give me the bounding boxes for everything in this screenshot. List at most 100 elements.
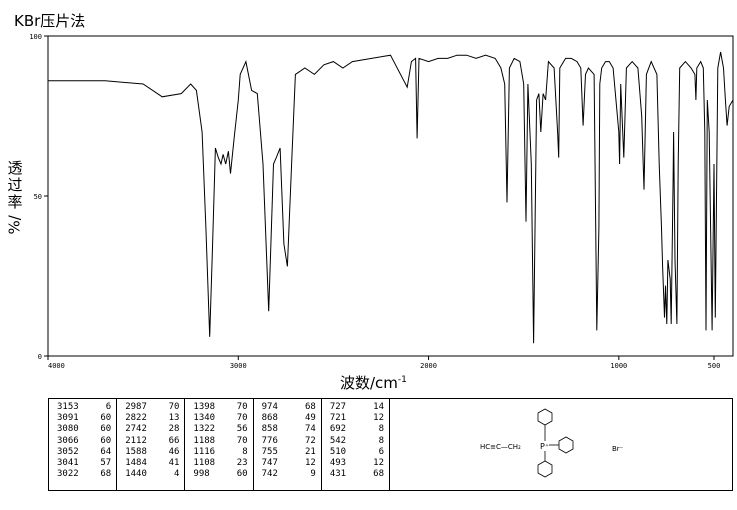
peak-transmittance: 46	[168, 446, 180, 457]
peak-wavenumber: 2987	[125, 402, 147, 412]
peak-transmittance: 41	[168, 458, 180, 469]
peak-column: 727 14 721 12 692 8 542 8 510 6 493 12 431 68	[322, 399, 389, 490]
peak-row: 1484 41	[117, 458, 184, 469]
peak-wavenumber: 3041	[57, 458, 79, 469]
peak-table: 3153 6 3091 60 3080 60 3066 60 3052 64 3041 57 3022 6…	[48, 398, 390, 491]
peak-wavenumber: 755	[261, 446, 278, 457]
plot-frame	[47, 35, 734, 357]
peak-row: 542 8	[322, 436, 389, 447]
peak-row: 1188 70	[185, 436, 252, 447]
peak-transmittance: 23	[236, 458, 248, 469]
peak-wavenumber: 998	[193, 469, 210, 480]
peak-transmittance: 70	[236, 402, 248, 412]
peak-row: 692 8	[322, 424, 389, 435]
peak-row: 3153 6	[49, 402, 116, 413]
peak-wavenumber: 2822	[125, 413, 147, 424]
peak-wavenumber: 493	[329, 458, 347, 469]
chart-title: KBr压片法	[14, 12, 86, 30]
peak-wavenumber: 1108	[193, 458, 216, 469]
y-label-char-3: 率	[7, 193, 23, 211]
peak-wavenumber: 1188	[193, 435, 216, 446]
phenyl-ring-top	[537, 408, 553, 441]
peak-transmittance: 68	[100, 469, 112, 480]
phosphonium-label: P⁺	[540, 442, 549, 451]
structure-panel: HC≡C—CH₂ P⁺ Br⁻	[390, 398, 733, 491]
peak-transmittance: 6	[378, 446, 385, 457]
y-label-unit: %/	[5, 215, 24, 235]
peak-row: 868 49	[254, 413, 321, 424]
peak-transmittance: 72	[304, 435, 316, 446]
y-label-char-1: 透	[7, 159, 23, 177]
peak-wavenumber: 974	[261, 402, 278, 412]
peak-transmittance: 8	[242, 446, 248, 457]
peak-transmittance: 28	[168, 424, 180, 435]
peak-wavenumber: 3080	[57, 424, 79, 435]
peak-row: 2822 13	[117, 413, 184, 424]
ir-spectrum-chart: 4000 3000 2000 1000 500 0 50 100	[29, 33, 734, 370]
peak-row: 1322 56	[185, 424, 252, 435]
y-label-char-2: 过	[7, 176, 23, 194]
y-tick-label: 100	[29, 33, 42, 41]
peak-row: 721 12	[322, 413, 389, 424]
peak-wavenumber: 431	[329, 469, 347, 480]
transmittance-line	[48, 51, 734, 344]
peak-wavenumber: 3066	[57, 435, 79, 446]
peak-wavenumber: 3091	[57, 413, 79, 424]
peak-transmittance: 4	[173, 469, 180, 480]
y-tick-label: 50	[34, 193, 42, 201]
peak-wavenumber: 1322	[193, 424, 216, 435]
axis-ticks: 4000 3000 2000 1000 500 0 50 100	[29, 33, 720, 370]
peak-transmittance: 74	[304, 424, 316, 435]
propargyl-group-label: HC≡C—CH₂	[480, 443, 521, 451]
peak-transmittance: 57	[100, 458, 112, 469]
peak-column: 1398 70 1340 70 1322 56 1188 70 1116 8 1108 23 998 60	[185, 399, 254, 490]
peak-wavenumber: 776	[261, 435, 278, 446]
peak-transmittance: 8	[378, 435, 385, 446]
peak-wavenumber: 1484	[125, 458, 147, 469]
peak-wavenumber: 1398	[193, 402, 216, 412]
peak-transmittance: 70	[236, 413, 248, 424]
peak-row: 755 21	[254, 447, 321, 458]
peak-wavenumber: 3022	[57, 469, 79, 480]
peak-row: 727 14	[322, 402, 389, 413]
peak-row: 1116 8	[185, 447, 252, 458]
peak-wavenumber: 727	[329, 402, 347, 412]
peak-wavenumber: 1440	[125, 469, 147, 480]
peak-transmittance: 6	[105, 402, 112, 412]
peak-wavenumber: 1116	[193, 446, 216, 457]
peak-row: 3080 60	[49, 424, 116, 435]
peak-wavenumber: 3052	[57, 446, 79, 457]
peak-transmittance: 12	[304, 458, 316, 469]
peak-transmittance: 60	[100, 435, 112, 446]
peak-transmittance: 66	[168, 435, 180, 446]
phenyl-ring-right	[549, 436, 574, 454]
peak-transmittance: 14	[373, 402, 385, 412]
peak-row: 3066 60	[49, 436, 116, 447]
peak-transmittance: 12	[373, 458, 385, 469]
x-label-text: 波数/cm	[340, 374, 398, 392]
peak-wavenumber: 747	[261, 458, 278, 469]
peak-row: 3091 60	[49, 413, 116, 424]
x-label-exponent: -1	[397, 375, 407, 385]
peak-transmittance: 70	[168, 402, 180, 412]
peak-transmittance: 56	[236, 424, 248, 435]
peak-transmittance: 49	[304, 413, 316, 424]
peak-wavenumber: 742	[261, 469, 278, 480]
peak-transmittance: 68	[373, 469, 385, 480]
peak-row: 3022 68	[49, 469, 116, 480]
molecule-structure: HC≡C—CH₂ P⁺ Br⁻	[480, 408, 624, 478]
peak-row: 3052 64	[49, 447, 116, 458]
peak-wavenumber: 510	[329, 446, 347, 457]
peak-wavenumber: 868	[261, 413, 278, 424]
peak-column: 974 68 868 49 858 74 776 72 755 21 747 12 742 9	[254, 399, 322, 490]
peak-row: 776 72	[254, 436, 321, 447]
peak-column: 3153 6 3091 60 3080 60 3066 60 3052 64 3041 57 3022 6…	[49, 399, 118, 490]
peak-row: 1340 70	[185, 413, 252, 424]
peak-row: 493 12	[322, 458, 389, 469]
peak-wavenumber: 721	[329, 413, 347, 424]
x-tick-label: 4000	[48, 362, 65, 370]
peak-transmittance: 8	[378, 424, 385, 435]
peak-row: 3041 57	[49, 458, 116, 469]
peak-row: 510 6	[322, 447, 389, 458]
phenyl-ring-bottom	[537, 451, 553, 478]
